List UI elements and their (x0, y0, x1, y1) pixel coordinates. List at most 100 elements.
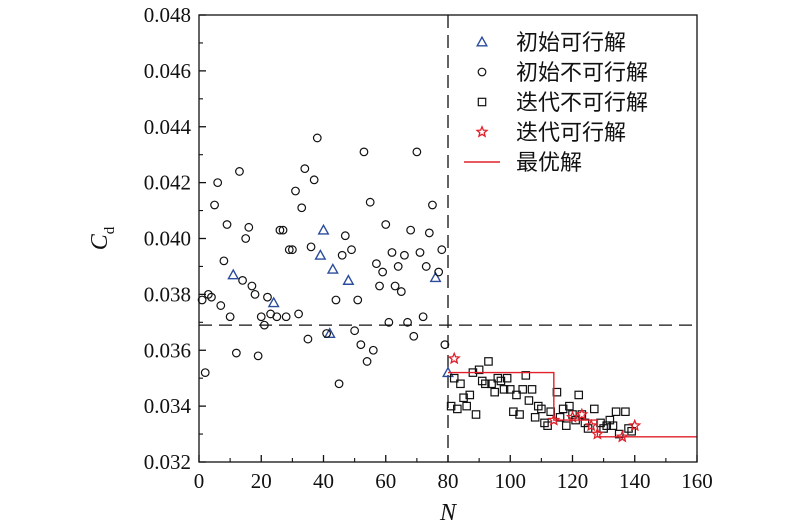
circle-point (403, 317, 412, 327)
circle-point (375, 281, 384, 291)
square-point (456, 379, 465, 389)
triangle-point (323, 327, 336, 339)
circle-point (303, 334, 313, 344)
circle-point (424, 228, 434, 238)
legend-star-swatch (475, 125, 489, 138)
circle-point (356, 340, 366, 350)
square-point (509, 407, 518, 417)
series-0 (227, 223, 454, 378)
legend-square-swatch (477, 97, 487, 107)
circle-point (235, 167, 244, 176)
y-axis-title-main: C (87, 233, 113, 250)
square-point (530, 413, 540, 422)
circle-point (421, 262, 431, 271)
square-point (462, 401, 471, 411)
square-point (611, 407, 621, 417)
circle-point (390, 281, 400, 291)
y-tick-label: 0.044 (144, 115, 192, 139)
star-point (575, 407, 589, 421)
x-tick-label: 80 (438, 469, 459, 493)
square-point (512, 390, 521, 400)
circle-point (297, 203, 307, 213)
circle-point (253, 351, 263, 361)
square-point (499, 385, 509, 394)
circle-point (287, 245, 297, 255)
square-point (481, 379, 490, 389)
square-point (555, 413, 565, 422)
circle-point (400, 250, 409, 260)
circle-point (365, 197, 375, 207)
triangle-point (326, 262, 339, 274)
square-point (502, 373, 512, 383)
triangle-point (342, 274, 355, 285)
legend-label: 迭代可行解 (516, 121, 626, 146)
series-3 (447, 351, 642, 443)
square-point (608, 421, 618, 430)
x-tick-label: 40 (313, 469, 334, 493)
circle-point (281, 312, 291, 322)
square-point (449, 373, 459, 383)
y-tick-label: 0.036 (144, 338, 191, 362)
circle-point (219, 256, 229, 266)
circle-point (241, 234, 251, 243)
circle-point (387, 248, 397, 257)
circle-point (353, 295, 363, 305)
x-tick-label: 20 (251, 469, 272, 493)
circle-point (437, 245, 447, 255)
circle-point (222, 220, 232, 229)
y-tick-label: 0.034 (144, 394, 192, 418)
square-point (474, 365, 484, 375)
square-point (505, 385, 515, 394)
circle-point (210, 200, 219, 210)
circle-point (284, 245, 294, 255)
circle-point (440, 340, 450, 350)
circle-point (362, 357, 372, 366)
circle-point (337, 250, 347, 260)
y-tick-label: 0.046 (144, 59, 191, 83)
circle-point (340, 231, 350, 241)
triangle-point (317, 223, 330, 235)
circle-point (393, 262, 403, 271)
circle-point (225, 312, 235, 322)
legend-label: 最优解 (516, 151, 582, 176)
x-tick-label: 140 (619, 469, 651, 493)
circle-point (272, 312, 282, 322)
star-point (615, 429, 629, 443)
circle-point (197, 295, 207, 305)
square-point (589, 404, 599, 414)
circle-point (384, 317, 394, 327)
circle-point (409, 331, 419, 341)
series-1 (197, 133, 450, 389)
axis-ticks (198, 14, 698, 463)
x-tick-label: 120 (557, 469, 589, 493)
circle-point (291, 186, 300, 196)
y-tick-label: 0.048 (144, 3, 191, 27)
triangle-point (314, 249, 327, 260)
circle-point (275, 225, 285, 235)
reference-lines (199, 15, 697, 462)
series-2 (446, 357, 636, 439)
circle-point (250, 289, 260, 299)
triangle-point (227, 268, 240, 280)
circle-point (347, 245, 356, 255)
star-point (584, 418, 598, 432)
y-tick-label: 0.038 (144, 282, 191, 306)
circle-point (263, 292, 272, 302)
square-point (543, 421, 552, 430)
square-point (574, 390, 584, 400)
circle-point (200, 368, 210, 378)
circle-point (231, 348, 241, 358)
square-point (487, 379, 496, 389)
circle-point (238, 276, 247, 285)
circle-point (216, 301, 226, 310)
square-point (453, 404, 462, 414)
series-4 (448, 371, 697, 438)
circle-point (372, 259, 381, 269)
circle-point (396, 287, 406, 296)
y-axis-title-subscript: d (102, 226, 118, 234)
square-point (446, 401, 456, 411)
square-point (515, 410, 524, 419)
square-point (565, 401, 574, 411)
square-point (527, 385, 537, 394)
